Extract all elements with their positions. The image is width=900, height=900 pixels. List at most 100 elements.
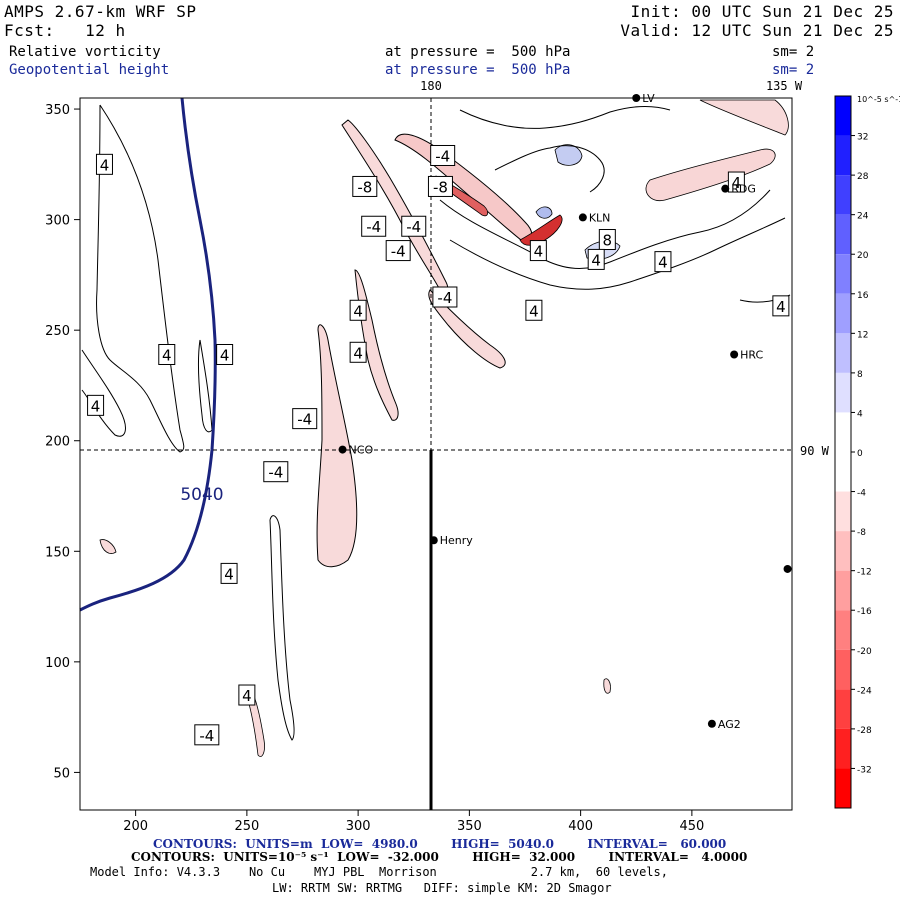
contour-label-text: 4: [732, 174, 742, 192]
contour-label-box: [587, 248, 605, 270]
contour-label-box: [349, 341, 367, 363]
colorbar-units: 10^-5 s^-1: [857, 95, 900, 104]
station-dot: [578, 213, 587, 222]
contour-label: -4: [430, 144, 456, 166]
positive-contour-left-3: [198, 339, 213, 433]
contour-label-box: [220, 562, 238, 584]
plot-frame: [79, 97, 793, 811]
x-axis: 200 250 300 350 400 450: [123, 810, 704, 834]
station-label: NCO: [349, 444, 374, 457]
colorbar-tick-label: -16: [857, 607, 872, 617]
station-dot: [783, 564, 792, 573]
variable-2-name: Geopotential height: [9, 62, 170, 78]
contour-label: 4: [220, 562, 238, 584]
x-tick-label: 350: [457, 819, 482, 834]
negative-vorticity-nco-band: [316, 324, 358, 568]
positive-contour-upper-mid-2: [449, 217, 786, 290]
contour-label-text: 4: [529, 302, 539, 320]
y-tick-label: 50: [53, 766, 70, 781]
contour-label-text: 4: [658, 254, 668, 272]
contour-label-box: [292, 408, 318, 430]
contour-label: -4: [263, 461, 289, 483]
contour-label: 4: [216, 343, 234, 365]
contour-label-text: 4: [776, 298, 786, 316]
colorbar-bin: [835, 372, 851, 413]
contour-label: 8: [598, 229, 616, 251]
contour-label-text: 4: [220, 346, 230, 364]
station-label: AG2: [718, 718, 741, 731]
colorbar-tick-label: 28: [857, 172, 869, 182]
contour-label: 4: [158, 343, 176, 365]
negative-vorticity-rdg: [645, 148, 776, 202]
contour-label-text: -4: [437, 289, 452, 307]
contour-label-text: 4: [242, 687, 252, 705]
colorbar-bin: [835, 96, 851, 136]
positive-contour-left-1: [96, 104, 185, 453]
contour-label-box: [427, 175, 453, 197]
colorbar-tick-label: -24: [857, 686, 872, 696]
colorbar-tick-label: -28: [857, 726, 872, 736]
colorbar-bin: [835, 728, 851, 769]
contour-label: -4: [385, 240, 411, 262]
station-label: RDG: [731, 183, 756, 196]
colorbar-bin: [835, 175, 851, 215]
contour-label-text: 8: [603, 232, 613, 250]
parallel-90w-label: 90 W: [800, 444, 830, 458]
station-dot: [730, 350, 739, 359]
contour-label-box: [772, 295, 790, 317]
contour-label: -4: [194, 724, 220, 746]
colorbar: 32 28 24 20 16 12 8 4 0 -4 -8 -12 -16 -20 -24 -28 -32 10^…: [834, 95, 900, 809]
contour-label: 4: [349, 341, 367, 363]
colorbar-tick-label: 24: [857, 212, 869, 222]
contour-label-text: 4: [353, 302, 363, 320]
y-axis: 50 100 150 200 250 300 350: [45, 103, 80, 781]
init-time: Init: 00 UTC Sun 21 Dec 25: [630, 2, 894, 21]
colorbar-tick-label: -8: [857, 528, 866, 538]
plot-area: [80, 98, 792, 810]
contour-label-text: 4: [162, 346, 172, 364]
variable-1-name: Relative vorticity: [9, 44, 161, 60]
contour-label-text: -4: [297, 411, 312, 429]
colorbar-bin: [835, 689, 851, 729]
colorbar-bin: [835, 649, 851, 690]
station-dot: [707, 719, 716, 728]
contour-label: 4: [349, 299, 367, 321]
contour-label: 4: [587, 248, 605, 270]
height-contour-info: CONTOURS: UNITS=m LOW= 4980.0 HIGH= 5040…: [153, 837, 727, 851]
model-title: AMPS 2.67-km WRF SP: [4, 2, 197, 21]
height-contour-label: 5040: [180, 485, 223, 505]
contour-label-text: 4: [100, 156, 110, 174]
colorbar-tick-label: 0: [857, 449, 863, 459]
station-dot: [338, 445, 347, 454]
contour-label: 4: [95, 153, 113, 175]
colorbar-tick-label: 12: [857, 330, 868, 340]
meridian-180-label: 180: [420, 79, 442, 93]
contour-label-box: [352, 175, 378, 197]
variable-1-smoothing: sm= 2: [772, 44, 815, 60]
station-dot: [721, 184, 730, 193]
contour-label: 4: [525, 299, 543, 321]
contour-label-box: [598, 229, 616, 251]
contour-label-box: [158, 343, 176, 365]
contour-label: 4: [654, 251, 672, 273]
station-dot: [429, 536, 438, 545]
contour-label-text: -4: [406, 218, 421, 236]
contour-label: 4: [772, 295, 790, 317]
positive-contour-upper-mid-3: [459, 105, 671, 129]
contour-label-box: [727, 171, 745, 193]
contour-label-box: [385, 240, 411, 262]
colorbar-bin: [835, 491, 851, 532]
contour-label-text: 4: [91, 397, 101, 415]
x-tick-label: 450: [679, 819, 704, 834]
contour-label-box: [361, 215, 387, 237]
contour-label: 4: [87, 394, 105, 416]
contour-label: 4: [238, 684, 256, 706]
colorbar-tick-label: -12: [857, 568, 872, 578]
contour-label-box: [238, 684, 256, 706]
height-contour-5040: [79, 97, 217, 612]
y-tick-label: 200: [45, 435, 70, 450]
contour-label-box: [95, 153, 113, 175]
